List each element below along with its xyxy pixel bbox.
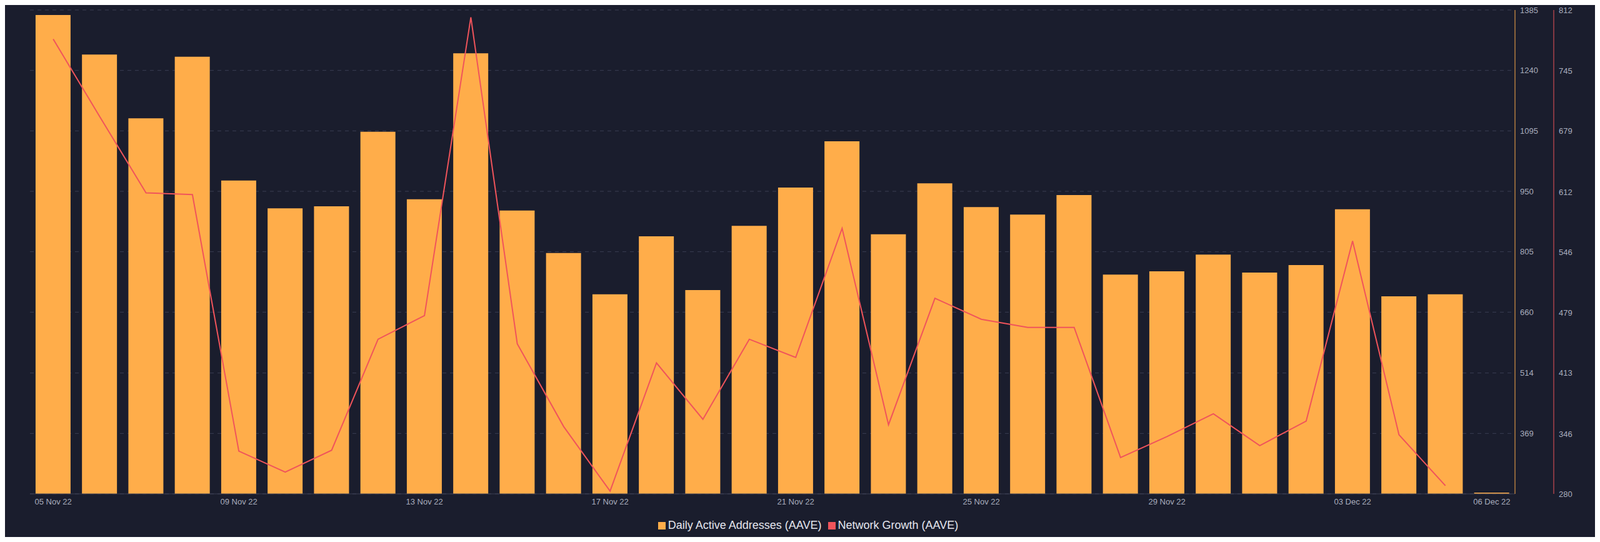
svg-text:1240: 1240	[1520, 65, 1539, 75]
svg-text:17 Nov 22: 17 Nov 22	[591, 496, 629, 507]
svg-text:1095: 1095	[1520, 126, 1539, 136]
svg-text:03 Dec 22: 03 Dec 22	[1333, 496, 1371, 507]
svg-text:950: 950	[1520, 186, 1534, 197]
svg-text:05 Nov 22: 05 Nov 22	[34, 496, 72, 507]
svg-text:745: 745	[1558, 66, 1573, 76]
svg-text:546: 546	[1558, 247, 1573, 257]
svg-text:805: 805	[1520, 246, 1534, 257]
svg-text:29 Nov 22: 29 Nov 22	[1148, 496, 1185, 507]
svg-text:660: 660	[1520, 307, 1534, 317]
svg-text:612: 612	[1558, 187, 1573, 197]
svg-text:514: 514	[1520, 368, 1534, 378]
svg-text:25 Nov 22: 25 Nov 22	[962, 496, 1000, 507]
svg-text:280: 280	[1558, 489, 1573, 499]
svg-text:479: 479	[1558, 308, 1573, 318]
svg-text:13 Nov 22: 13 Nov 22	[405, 496, 443, 507]
svg-text:679: 679	[1558, 126, 1573, 136]
svg-text:09 Nov 22: 09 Nov 22	[220, 496, 257, 507]
svg-text:413: 413	[1558, 368, 1573, 378]
svg-text:1385: 1385	[1520, 5, 1539, 15]
svg-text:346: 346	[1558, 429, 1573, 439]
svg-text:21 Nov 22: 21 Nov 22	[776, 496, 814, 507]
svg-text:06 Dec 22: 06 Dec 22	[1473, 496, 1510, 507]
html-text:Daily Active Addresses (AAVE): Daily Active Addresses (AAVE)	[668, 518, 822, 532]
svg-text:812: 812	[1558, 5, 1573, 15]
html-text:Network Growth (AAVE): Network Growth (AAVE)	[837, 518, 959, 532]
svg-text:369: 369	[1520, 428, 1534, 439]
